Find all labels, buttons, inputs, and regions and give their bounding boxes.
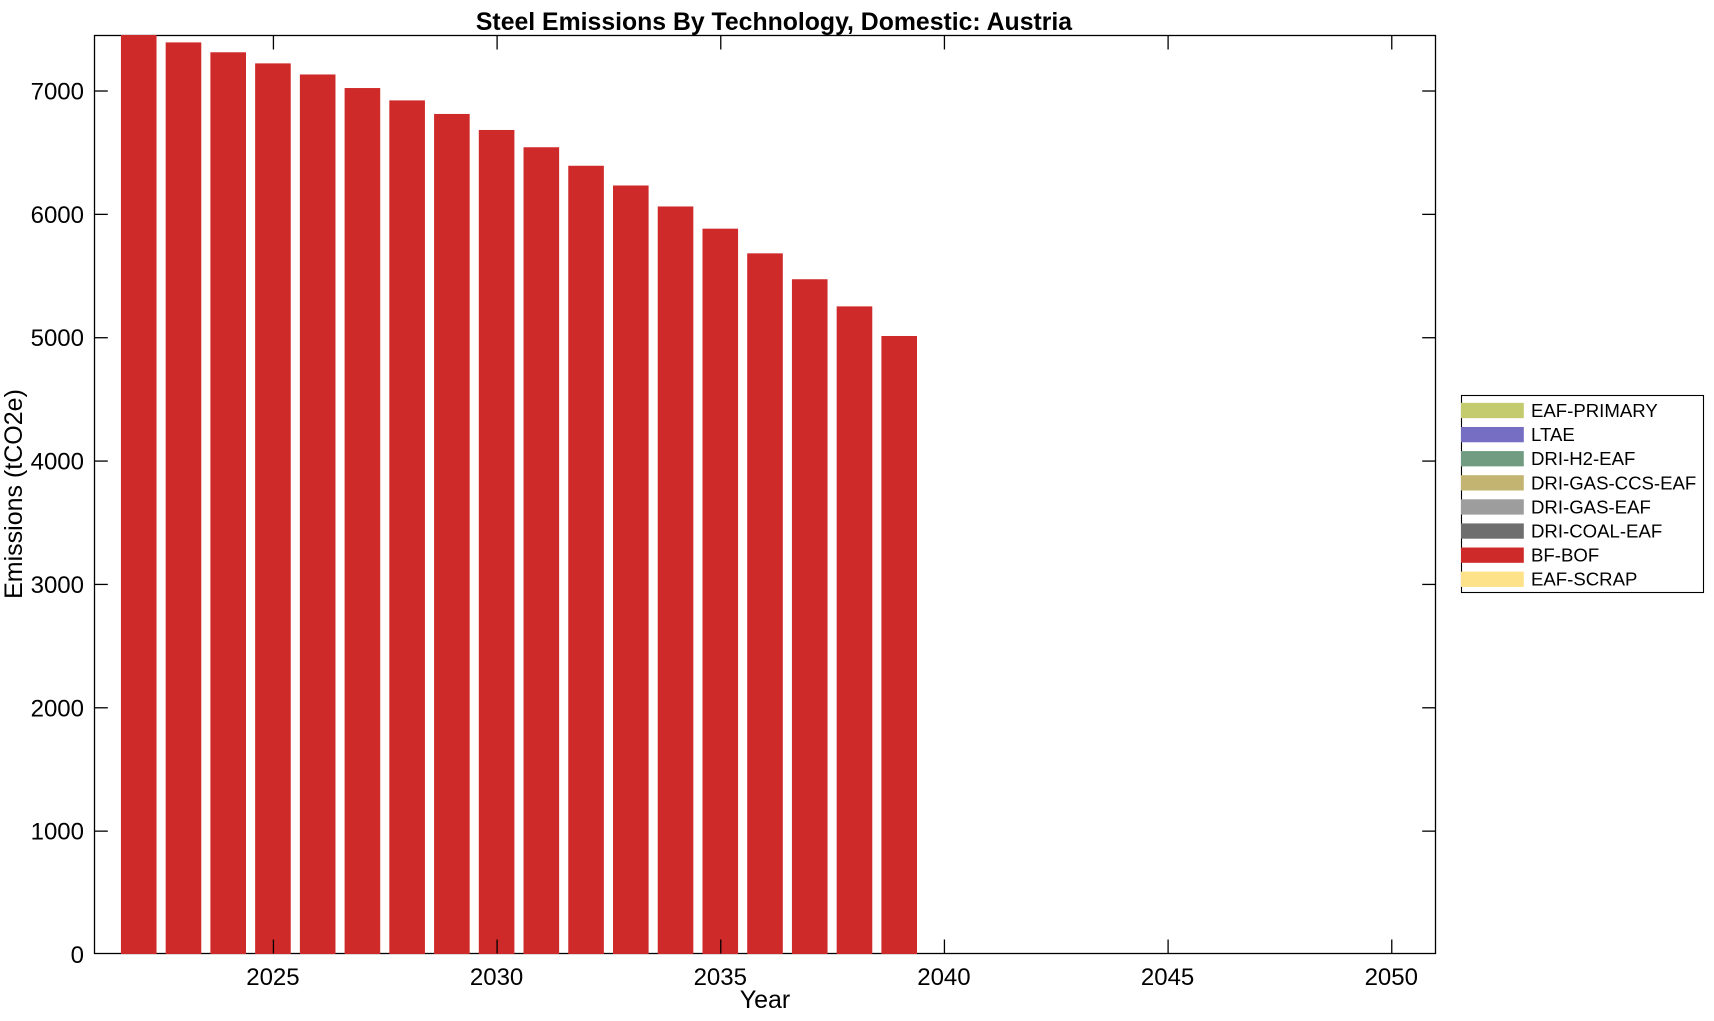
svg-text:LTAE: LTAE bbox=[1531, 424, 1575, 445]
svg-text:6000: 6000 bbox=[31, 202, 84, 229]
svg-text:DRI-GAS-EAF: DRI-GAS-EAF bbox=[1531, 496, 1651, 517]
svg-text:4000: 4000 bbox=[31, 449, 84, 476]
svg-text:1000: 1000 bbox=[31, 819, 84, 846]
svg-text:0: 0 bbox=[71, 942, 84, 969]
svg-text:2030: 2030 bbox=[470, 964, 523, 991]
svg-text:2045: 2045 bbox=[1141, 964, 1194, 991]
svg-text:DRI-COAL-EAF: DRI-COAL-EAF bbox=[1531, 521, 1662, 542]
svg-text:DRI-H2-EAF: DRI-H2-EAF bbox=[1531, 448, 1635, 469]
svg-text:BF-BOF: BF-BOF bbox=[1531, 545, 1599, 566]
svg-text:EAF-SCRAP: EAF-SCRAP bbox=[1531, 569, 1637, 590]
svg-text:Emissions (tCO2e): Emissions (tCO2e) bbox=[0, 389, 28, 599]
svg-text:Steel Emissions By Technology,: Steel Emissions By Technology, Domestic:… bbox=[476, 9, 1072, 36]
svg-text:2050: 2050 bbox=[1365, 964, 1418, 991]
svg-text:5000: 5000 bbox=[31, 325, 84, 352]
svg-text:2040: 2040 bbox=[917, 964, 970, 991]
svg-text:Year: Year bbox=[740, 986, 791, 1014]
svg-text:7000: 7000 bbox=[31, 79, 84, 106]
svg-text:DRI-GAS-CCS-EAF: DRI-GAS-CCS-EAF bbox=[1531, 472, 1696, 493]
svg-text:2000: 2000 bbox=[31, 695, 84, 722]
svg-text:2025: 2025 bbox=[246, 964, 299, 991]
svg-text:3000: 3000 bbox=[31, 572, 84, 599]
svg-text:EAF-PRIMARY: EAF-PRIMARY bbox=[1531, 400, 1658, 421]
